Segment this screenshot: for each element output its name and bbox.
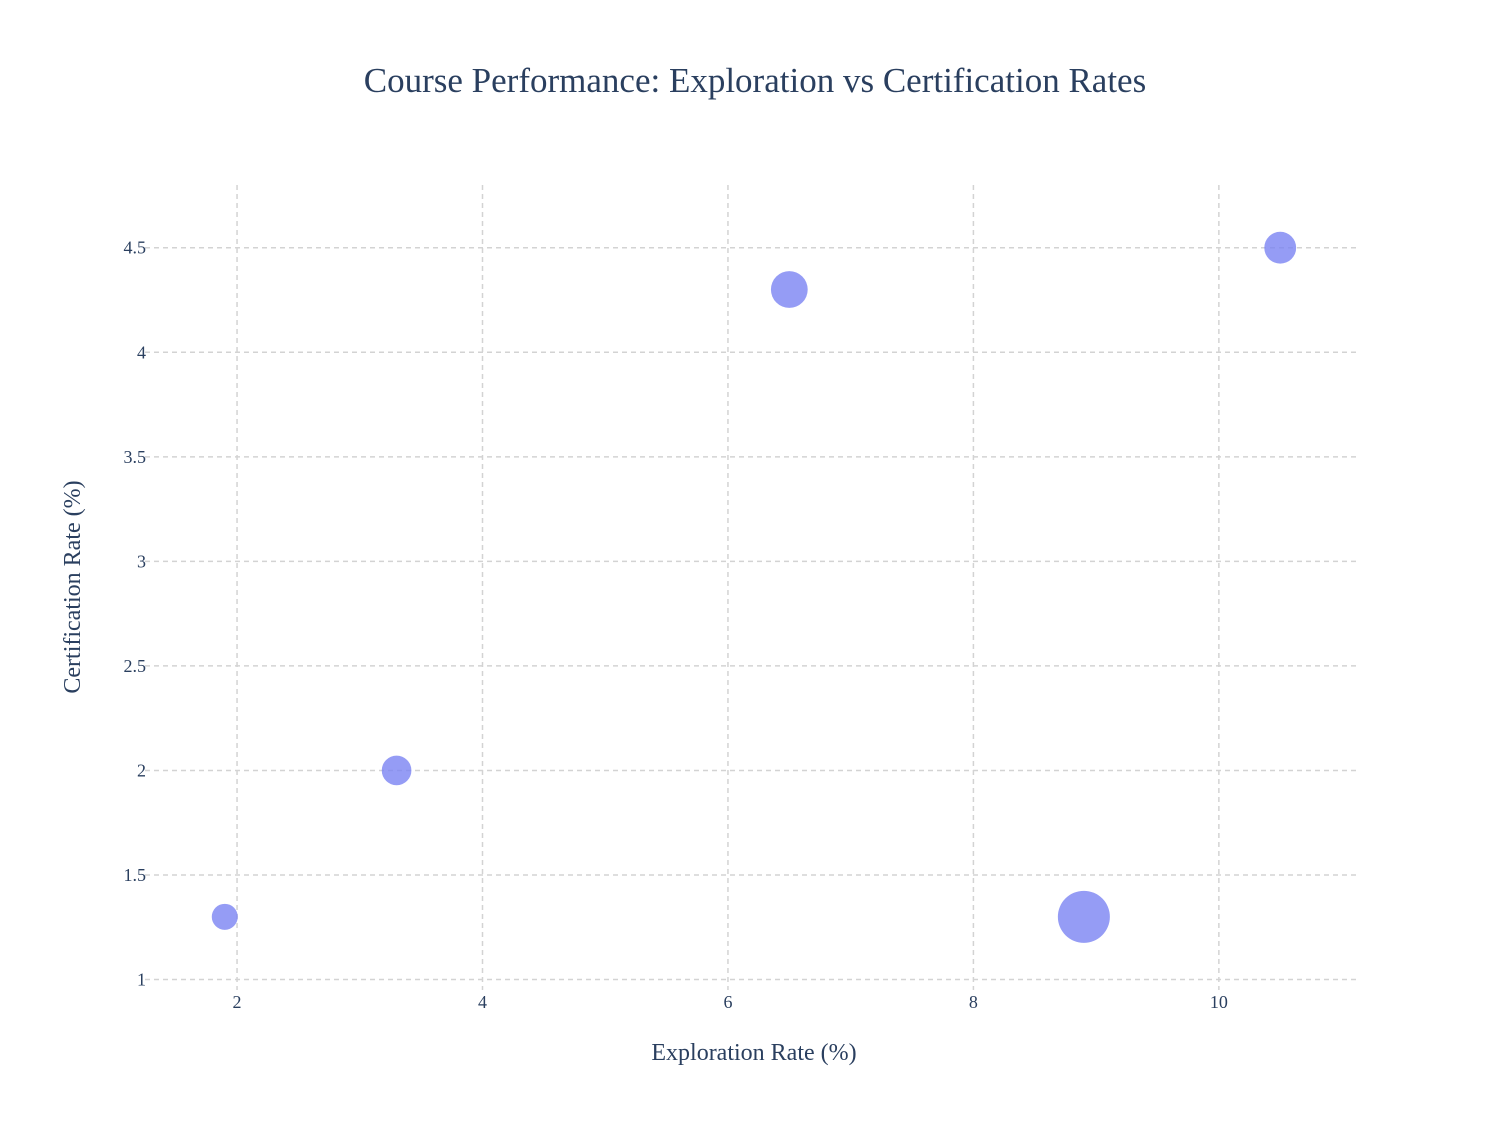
- data-point[interactable]: [1264, 231, 1297, 264]
- x-tick-label: 10: [1210, 992, 1228, 1012]
- x-tick-label: 6: [723, 992, 732, 1012]
- data-point[interactable]: [770, 271, 808, 308]
- y-tick-label: 3: [137, 551, 146, 571]
- y-axis-ticks: 1 1.5 2 2.5 3 3.5 4 4.5: [124, 238, 147, 990]
- x-tick-label: 8: [969, 992, 978, 1012]
- y-axis-title: Certification Rate (%): [60, 480, 86, 693]
- x-tick-label: 4: [478, 992, 487, 1012]
- y-tick-label: 4: [137, 342, 146, 362]
- grid: [145, 185, 1360, 990]
- data-point[interactable]: [381, 755, 412, 786]
- data-point[interactable]: [211, 903, 238, 930]
- y-tick-label: 1.5: [124, 865, 147, 885]
- x-axis-ticks: 2 4 6 8 10: [233, 992, 1228, 1012]
- data-points: [211, 231, 1297, 943]
- y-tick-label: 3.5: [124, 447, 147, 467]
- y-tick-label: 1: [137, 970, 146, 990]
- x-axis-title: Exploration Rate (%): [651, 1040, 856, 1066]
- x-tick-label: 2: [233, 992, 242, 1012]
- y-tick-label: 2: [137, 760, 146, 780]
- chart-title: Course Performance: Exploration vs Certi…: [364, 61, 1146, 100]
- y-tick-label: 2.5: [124, 656, 147, 676]
- data-point[interactable]: [1057, 890, 1110, 943]
- y-tick-label: 4.5: [124, 238, 147, 258]
